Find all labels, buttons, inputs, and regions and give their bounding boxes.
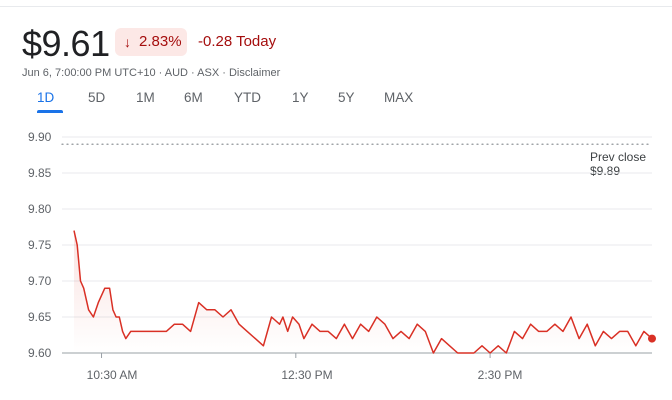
top-divider <box>0 6 672 7</box>
price-area-fill <box>74 230 652 353</box>
y-tick-label: 9.65 <box>28 310 52 324</box>
tab-6m[interactable]: 6M <box>184 90 203 105</box>
prev-close-value: $9.89 <box>590 164 621 178</box>
arrow-down-icon: ↓ <box>124 34 131 50</box>
change-percent: 2.83% <box>139 33 182 50</box>
tab-active-indicator <box>37 110 63 113</box>
y-tick-label: 9.75 <box>28 238 52 252</box>
prev-close-label: Prev close <box>590 150 647 164</box>
y-tick-label: 9.60 <box>28 346 52 360</box>
y-tick-label: 9.80 <box>28 202 52 216</box>
current-price: $9.61 <box>22 23 110 64</box>
tab-1y[interactable]: 1Y <box>292 90 309 105</box>
y-tick-label: 9.70 <box>28 274 52 288</box>
quote-meta: Jun 6, 7:00:00 PM UTC+10 · AUD · ASX · D… <box>22 67 281 79</box>
tab-1m[interactable]: 1M <box>136 90 155 105</box>
change-percent-badge: ↓ 2.83% <box>115 28 187 56</box>
tab-ytd[interactable]: YTD <box>234 90 261 105</box>
tab-5d[interactable]: 5D <box>88 90 106 105</box>
tab-max[interactable]: MAX <box>384 90 414 105</box>
y-tick-label: 9.90 <box>28 130 52 144</box>
change-today: -0.28 Today <box>198 33 277 50</box>
tab-1d[interactable]: 1D <box>37 90 55 105</box>
y-tick-label: 9.85 <box>28 166 52 180</box>
tab-5y[interactable]: 5Y <box>338 90 355 105</box>
price-line <box>73 230 653 354</box>
x-tick-label: 10:30 AM <box>86 368 138 382</box>
x-tick-label: 2:30 PM <box>477 368 523 382</box>
last-price-dot <box>648 334 656 343</box>
x-tick-label: 12:30 PM <box>281 368 333 382</box>
